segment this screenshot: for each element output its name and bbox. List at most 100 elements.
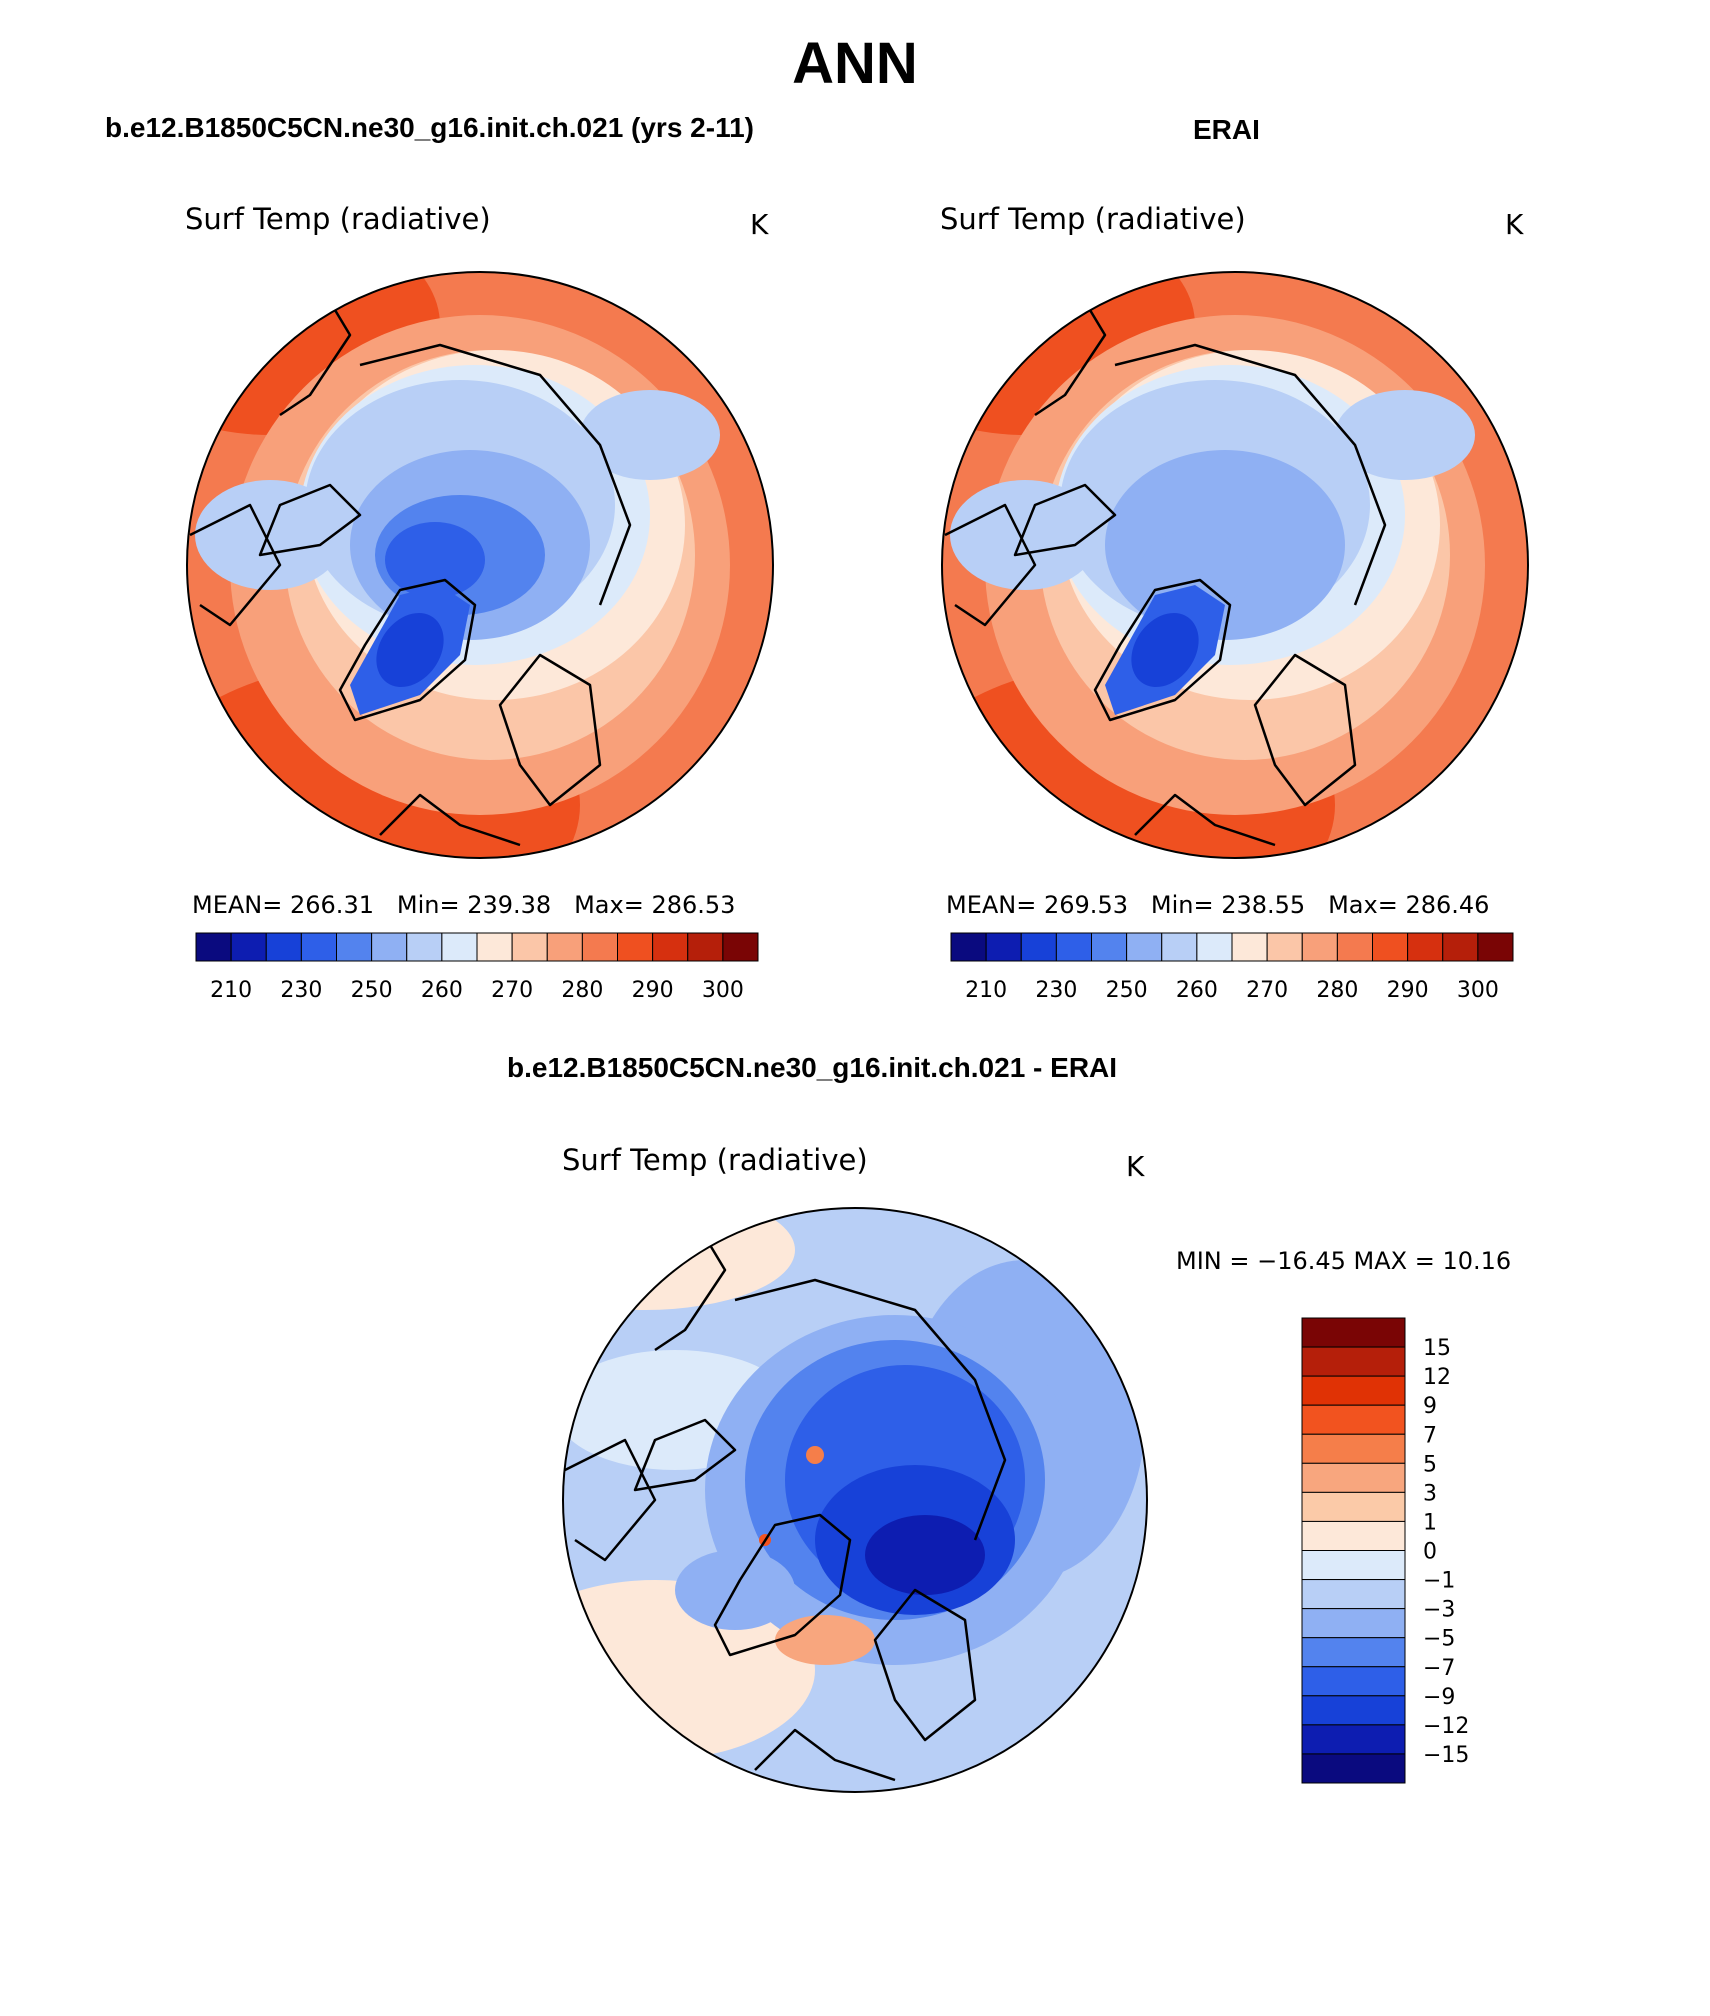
panel1-map-border <box>186 271 774 859</box>
colorbar0-swatch <box>511 932 548 962</box>
colorbar0-swatch <box>230 932 267 962</box>
colorbar0-tick-label: 280 <box>561 978 603 1003</box>
coldest-core <box>385 522 485 598</box>
colorbar0-tick-label: 290 <box>632 978 674 1003</box>
colorbar1-swatch <box>1055 932 1092 962</box>
diff-units-label: K <box>1126 1150 1145 1183</box>
diff-colorbar-tick-label: 7 <box>1423 1423 1437 1448</box>
diff-colorbar-swatch <box>1301 1317 1406 1348</box>
greenland-coastline <box>713 1513 852 1657</box>
colorbar1-tick-label: 290 <box>1387 978 1429 1003</box>
colorbar1-swatch <box>1020 932 1057 962</box>
panel1-stats: MEAN= 266.31 Min= 239.38 Max= 286.53 <box>192 891 735 919</box>
diff-colorbar-tick-label: 0 <box>1423 1540 1437 1565</box>
colorbar0-swatch <box>581 932 618 962</box>
greenland-summit <box>376 612 444 688</box>
canada-cold-lobe <box>950 480 1100 590</box>
north-america-coastline <box>189 503 282 627</box>
europe-coastline <box>1134 793 1276 847</box>
colorbar1-swatch <box>1407 932 1444 962</box>
diff-colorbar-tick-label: −12 <box>1423 1714 1469 1739</box>
siberia-coastline <box>734 1278 1007 1541</box>
pacific-warm-bias <box>563 1208 795 1310</box>
europe-coastline <box>754 1728 896 1782</box>
colorbar0-swatch <box>546 932 583 962</box>
colorbar0-swatch <box>336 932 373 962</box>
colorbar0-tick-label: 260 <box>421 978 463 1003</box>
colorbar1-swatch <box>1372 932 1409 962</box>
colorbar1-swatch <box>1477 932 1514 962</box>
panel1-min-label: Min= <box>396 891 460 919</box>
colorbar1-swatch <box>1231 932 1268 962</box>
panel1-max-value: 286.53 <box>651 891 736 919</box>
colorbar1-swatch <box>1091 932 1128 962</box>
colorbar0-swatch <box>476 932 513 962</box>
diff-colorbar-swatch <box>1301 1608 1406 1639</box>
diff-variable-label: Surf Temp (radiative) <box>562 1143 868 1177</box>
colorbar1-swatch <box>1161 932 1198 962</box>
diff-colorbar-swatch <box>1301 1433 1406 1464</box>
diff-colorbar-swatch <box>1301 1491 1406 1522</box>
diff-colorbar-swatch <box>1301 1753 1406 1784</box>
scandinavia-coastline <box>873 1588 977 1742</box>
figure-title: ANN <box>792 31 918 96</box>
colorbar1-swatch <box>1266 932 1303 962</box>
greenland-coastline <box>338 578 477 722</box>
greenland-summit <box>1131 612 1199 688</box>
diff-colorbar-swatch <box>1301 1520 1406 1551</box>
diff-colorbar-tick-label: −9 <box>1423 1685 1455 1710</box>
colorbar0-swatch <box>617 932 654 962</box>
colorbar1-tick-label: 260 <box>1176 978 1218 1003</box>
colorbar0-tick-label: 300 <box>702 978 744 1003</box>
siberia-coastline <box>1114 343 1387 606</box>
diff-colorbar-tick-label: −7 <box>1423 1656 1455 1681</box>
diff-minmax-label: MIN = −16.45 MAX = 10.16 <box>1176 1247 1512 1275</box>
panel1-variable-label: Surf Temp (radiative) <box>185 202 491 236</box>
diff-colorbar-swatch <box>1301 1346 1406 1377</box>
colorbar1-tick-label: 270 <box>1246 978 1288 1003</box>
panel2-max-value: 286.46 <box>1405 891 1490 919</box>
colorbar0-swatch <box>371 932 408 962</box>
diff-colorbar-tick-label: −15 <box>1423 1743 1469 1768</box>
diff-colorbar-tick-label: 1 <box>1423 1510 1437 1535</box>
diff-colorbar-swatch <box>1301 1695 1406 1726</box>
panel2-polar-map <box>942 272 1528 858</box>
siberia-cold-lobe <box>1335 390 1475 480</box>
panel2-stats: MEAN= 269.53 Min= 238.55 Max= 286.46 <box>946 891 1489 919</box>
panel2-mean-value: 269.53 <box>1044 891 1128 919</box>
colorbar0-swatch <box>300 932 337 962</box>
colorbar1-swatch <box>1442 932 1479 962</box>
diff-colorbar-tick-label: 9 <box>1423 1394 1437 1419</box>
diff-case-title: b.e12.B1850C5CN.ne30_g16.init.ch.021 - E… <box>507 1052 1118 1083</box>
diff-colorbar-tick-label: 3 <box>1423 1481 1437 1506</box>
colorbar0-tick-label: 230 <box>280 978 322 1003</box>
diff-colorbar-swatch <box>1301 1550 1406 1581</box>
colorbar1-swatch <box>1196 932 1233 962</box>
deep-cold-core <box>1140 530 1250 610</box>
panel2-min-label: Min= <box>1150 891 1214 919</box>
diff-colorbar-swatch <box>1301 1404 1406 1435</box>
panel1-min-value: 239.38 <box>467 891 552 919</box>
panel2-mean-label: MEAN= <box>946 891 1037 919</box>
colorbar1-tick-label: 300 <box>1457 978 1499 1003</box>
scandinavia-coastline <box>498 653 602 807</box>
colorbar1-tick-label: 280 <box>1316 978 1358 1003</box>
colorbar0-swatch <box>722 932 759 962</box>
colorbar1-swatch <box>985 932 1022 962</box>
diff-colorbar-swatch <box>1301 1579 1406 1610</box>
panel1-mean-label: MEAN= <box>192 891 283 919</box>
diff-colorbar-tick-label: 5 <box>1423 1452 1437 1477</box>
diff-colorbar-tick-label: −1 <box>1423 1569 1455 1594</box>
panel2-case-title: ERAI <box>1193 114 1260 145</box>
panel1-max-label: Max= <box>574 891 644 919</box>
colorbar0-swatch <box>652 932 689 962</box>
panel1-units-label: K <box>750 208 769 241</box>
diff-colorbar-swatch <box>1301 1462 1406 1493</box>
panel1-mean-value: 266.31 <box>290 891 374 919</box>
diff-map-border <box>562 1207 1148 1793</box>
north-america-coastline <box>944 503 1037 627</box>
panel2-min-value: 238.55 <box>1221 891 1306 919</box>
colorbar0-swatch <box>687 932 724 962</box>
diff-colorbar-swatch <box>1301 1637 1406 1668</box>
